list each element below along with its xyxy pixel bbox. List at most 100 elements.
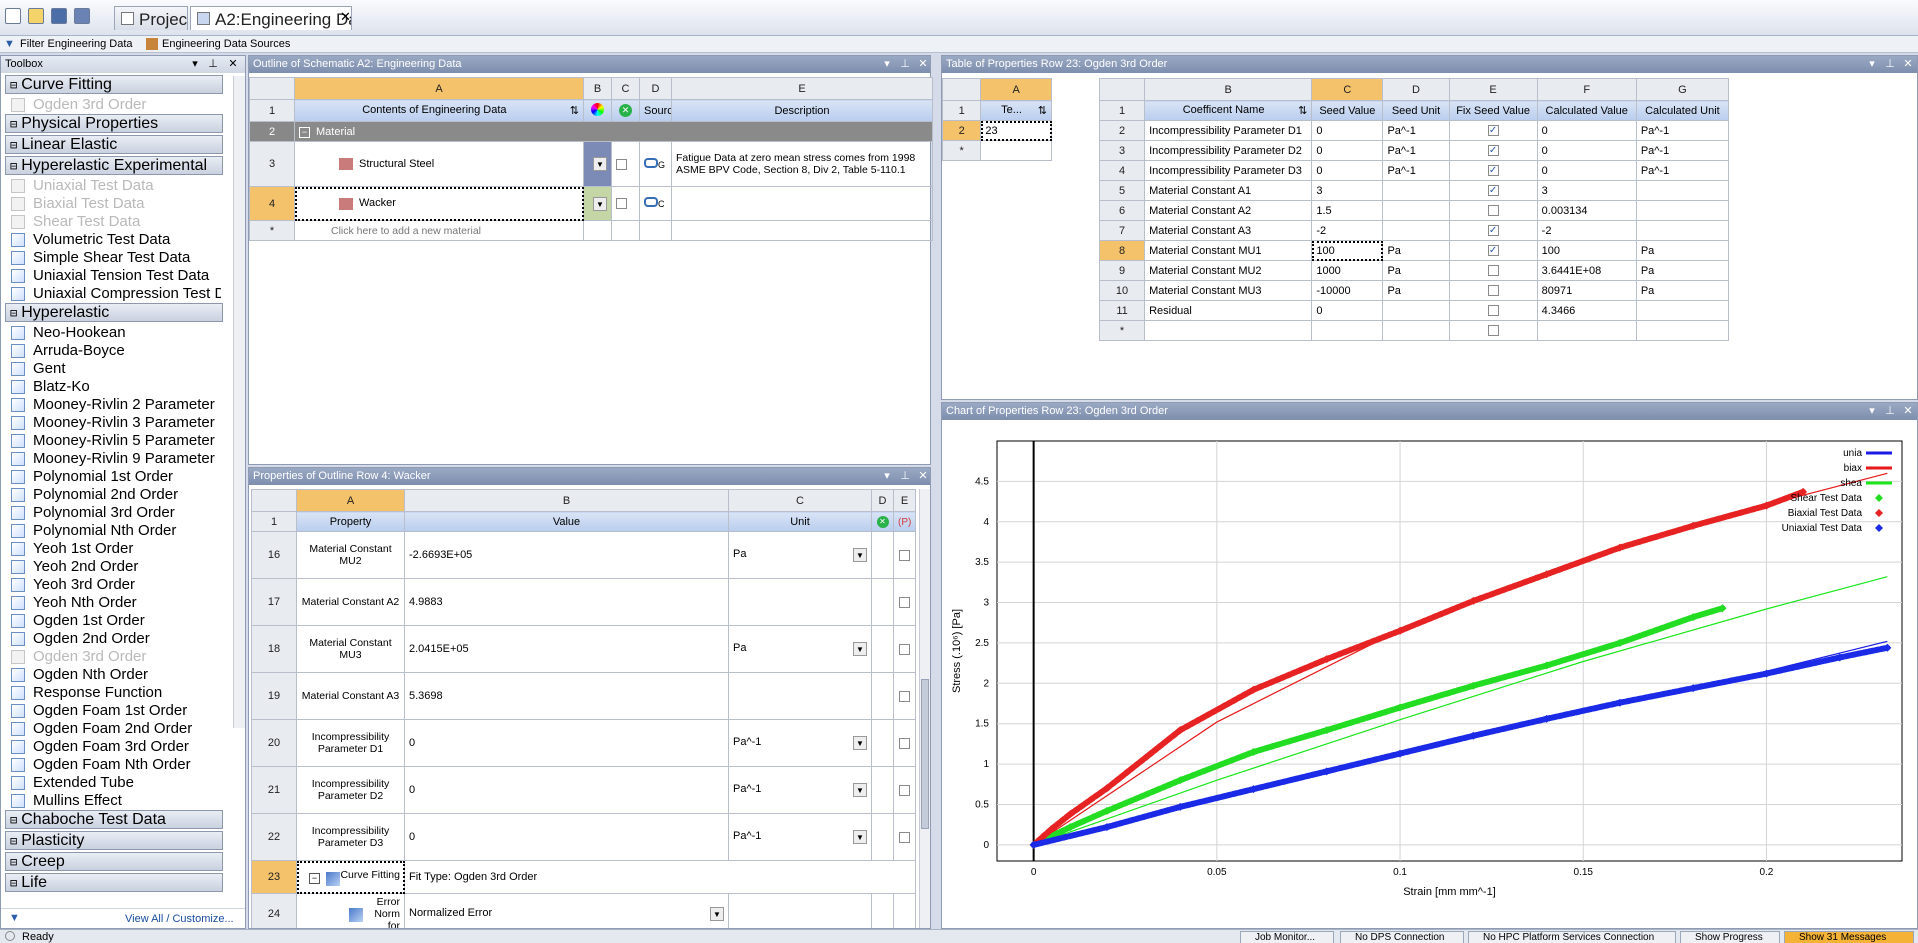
toolbox-item[interactable]: Yeoh 2nd Order <box>11 558 221 576</box>
table-row[interactable]: 11 Residual 0 4.3466 <box>1098 300 1730 321</box>
dropdown-icon[interactable]: ▼ <box>853 736 867 750</box>
panel-menu-icon[interactable]: ▾ <box>1869 58 1875 70</box>
toolbox-item[interactable]: Yeoh 1st Order <box>11 540 221 558</box>
table-row[interactable]: 18 Material Constant MU3 2.0415E+05 Pa ▼ <box>251 625 916 673</box>
col-letter-c[interactable]: C <box>728 489 872 512</box>
property-value[interactable]: 5.3698 <box>404 672 729 720</box>
parameter-checkbox[interactable] <box>899 549 910 561</box>
new-file-icon[interactable] <box>5 8 21 24</box>
suppress-checkbox[interactable] <box>616 158 627 170</box>
dropdown-icon[interactable]: ▼ <box>853 642 867 656</box>
close-icon[interactable]: ✕ <box>918 58 928 70</box>
expand-icon[interactable]: ⊟ <box>10 876 18 890</box>
toolbox-category[interactable]: ⊟ Plasticity <box>5 831 223 850</box>
sort-icon[interactable]: ⇅ <box>569 105 579 117</box>
sort-icon[interactable]: ⇅ <box>1037 105 1047 117</box>
col-letter-d[interactable]: D <box>871 489 894 512</box>
table-row[interactable]: 8 Material Constant MU1 100 Pa ✓ 100 Pa <box>1098 240 1730 261</box>
table-row[interactable]: 21 Incompressibility Parameter D2 0 Pa^-1 ▼ <box>251 766 916 814</box>
seed-value[interactable]: 3 <box>1311 180 1384 201</box>
close-icon[interactable]: ✕ <box>1903 58 1913 70</box>
seed-value[interactable]: 0 <box>1311 120 1384 141</box>
seed-unit[interactable] <box>1382 180 1450 201</box>
toolbox-item[interactable]: Yeoh 3rd Order <box>11 576 221 594</box>
table-row[interactable]: 2 Incompressibility Parameter D1 0 Pa^-1 ✓ 0 P… <box>1098 120 1730 141</box>
seed-unit[interactable]: Pa <box>1382 260 1450 281</box>
toolbox-item[interactable]: Polynomial 3rd Order <box>11 504 221 522</box>
table-row[interactable]: 4 Wacker ▼ C <box>249 186 933 221</box>
collapse-icon[interactable]: − <box>299 126 310 138</box>
scrollbar-thumb[interactable] <box>921 679 929 829</box>
dropdown-icon[interactable]: ▼ <box>593 157 607 171</box>
toolbox-item[interactable]: Ogden Foam Nth Order <box>11 756 221 774</box>
table-row[interactable]: 6 Material Constant A2 1.5 0.003134 <box>1098 200 1730 221</box>
material-section[interactable]: − Material <box>294 121 933 142</box>
table-row[interactable]: 3 Structural Steel ▼ G Fatigue Data at z… <box>249 141 933 187</box>
seed-unit[interactable] <box>1382 220 1450 241</box>
filter-engineering-data-button[interactable]: Filter Engineering Data <box>20 38 133 50</box>
pin-icon[interactable]: ⊥ <box>1885 405 1895 417</box>
toolbox-item[interactable]: Ogden Foam 1st Order <box>11 702 221 720</box>
table-row[interactable]: 23 − Curve Fitting Fit Type: Ogden 3rd Or… <box>251 860 916 894</box>
expand-icon[interactable]: ⊟ <box>10 138 18 152</box>
panel-menu-icon[interactable]: ▾ <box>1869 405 1875 417</box>
close-tab-icon[interactable]: ✕ <box>340 9 351 24</box>
toolbox-item[interactable]: Mullins Effect <box>11 792 221 810</box>
fix-seed-checkbox[interactable] <box>1487 325 1499 337</box>
toolbox-item[interactable]: Uniaxial Test Data <box>11 177 221 195</box>
property-value[interactable]: 0 <box>404 766 729 814</box>
toolbox-item[interactable]: Gent <box>11 360 221 378</box>
toolbox-item[interactable]: Polynomial Nth Order <box>11 522 221 540</box>
toolbox-item[interactable]: Uniaxial Compression Test Data <box>11 285 221 303</box>
toolbox-item[interactable]: Biaxial Test Data <box>11 195 221 213</box>
table-row[interactable]: 16 Material Constant MU2 -2.6693E+05 Pa ▼ <box>251 531 916 579</box>
table-row[interactable]: 19 Material Constant A3 5.3698 <box>251 672 916 720</box>
col-letter-c[interactable]: C <box>611 77 640 100</box>
dropdown-icon[interactable]: ▼ <box>853 548 867 562</box>
toolbox-item[interactable]: Mooney-Rivlin 5 Parameter <box>11 432 221 450</box>
table-row[interactable]: 17 Material Constant A2 4.9883 <box>251 578 916 626</box>
table-row[interactable]: 9 Material Constant MU2 1000 Pa 3.6441E+08 Pa <box>1098 260 1730 281</box>
pin-icon[interactable]: ⊥ <box>1885 58 1895 70</box>
toolbox-item[interactable]: Ogden Foam 3rd Order <box>11 738 221 756</box>
dropdown-icon[interactable]: ▼ <box>593 196 607 211</box>
seed-value[interactable]: 1000 <box>1311 260 1384 281</box>
col-letter-e[interactable]: E <box>671 77 933 100</box>
toolbox-item[interactable]: Ogden 1st Order <box>11 612 221 630</box>
toolbox-item[interactable]: Ogden 2nd Order <box>11 630 221 648</box>
toolbox-item[interactable]: Uniaxial Tension Test Data <box>11 267 221 285</box>
toolbox-item[interactable]: Mooney-Rivlin 2 Parameter <box>11 396 221 414</box>
toolbox-item[interactable]: Ogden 3rd Order <box>11 648 221 666</box>
expand-icon[interactable]: ⊟ <box>10 117 18 131</box>
pin-icon[interactable]: ⊥ <box>900 58 910 70</box>
expand-icon[interactable]: ⊟ <box>10 834 18 848</box>
close-icon[interactable]: ✕ <box>228 58 238 70</box>
open-folder-icon[interactable] <box>28 8 44 24</box>
expand-icon[interactable]: ⊟ <box>10 306 18 320</box>
fix-seed-checkbox[interactable]: ✓ <box>1487 165 1499 177</box>
col-letter-b[interactable]: B <box>1144 78 1313 101</box>
fix-seed-checkbox[interactable]: ✓ <box>1487 145 1499 157</box>
tab-project[interactable]: Project <box>114 6 188 30</box>
toolbox-category[interactable]: ⊟ Life <box>5 873 223 892</box>
show-messages-button[interactable]: Show 31 Messages <box>1784 931 1914 943</box>
close-icon[interactable]: ✕ <box>918 470 928 482</box>
parameter-checkbox[interactable] <box>899 784 910 796</box>
toolbox-item[interactable]: Polynomial 1st Order <box>11 468 221 486</box>
panel-menu-icon[interactable]: ▾ <box>192 58 198 70</box>
seed-value[interactable]: 0 <box>1311 300 1384 321</box>
toolbox-item[interactable]: Volumetric Test Data <box>11 231 221 249</box>
expand-icon[interactable]: ⊟ <box>10 855 18 869</box>
col-letter-g[interactable]: G <box>1635 78 1730 101</box>
dps-connection-button[interactable]: No DPS Connection <box>1340 931 1464 943</box>
toolbox-item[interactable]: Ogden Nth Order <box>11 666 221 684</box>
toolbox-item[interactable]: Arruda-Boyce <box>11 342 221 360</box>
collapse-icon[interactable]: − <box>309 872 320 884</box>
col-letter-e[interactable]: E <box>893 489 916 512</box>
sort-icon[interactable]: ⇅ <box>1298 105 1308 117</box>
panel-menu-icon[interactable]: ▾ <box>884 58 890 70</box>
toolbox-category[interactable]: ⊟ Hyperelastic Experimental <box>5 156 223 175</box>
toolbox-category[interactable]: ⊟ Hyperelastic <box>5 303 223 322</box>
seed-unit[interactable]: Pa^-1 <box>1382 140 1450 161</box>
table-row[interactable]: 5 Material Constant A1 3 ✓ 3 <box>1098 180 1730 201</box>
